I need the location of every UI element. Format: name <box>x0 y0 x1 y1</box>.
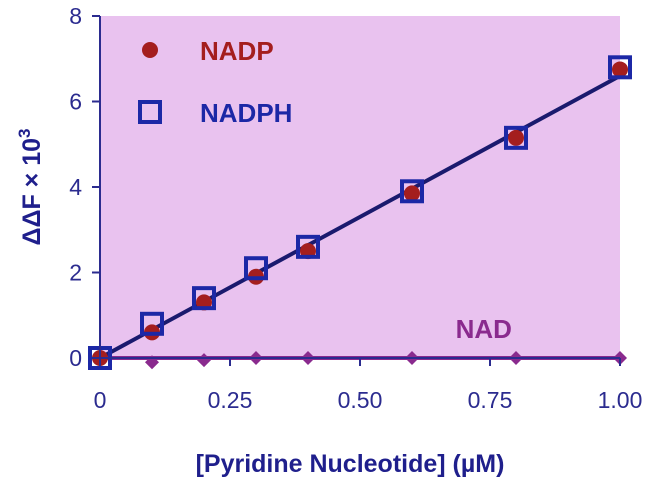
y-axis-title: ΔΔF × 103 <box>15 129 46 246</box>
y-tick-label: 0 <box>69 345 82 371</box>
x-tick-label: 0.25 <box>208 387 253 413</box>
data-point-nadph <box>608 55 632 80</box>
x-tick-label: 1.00 <box>598 387 643 413</box>
y-tick-label: 6 <box>69 89 82 115</box>
data-point-nadp <box>404 185 420 202</box>
y-tick-label: 4 <box>69 174 82 200</box>
y-tick-label: 8 <box>69 3 82 29</box>
y-axis-title-main: ΔΔF × 10 <box>18 138 46 246</box>
data-point-nadph <box>504 125 528 150</box>
fit-line <box>99 74 621 360</box>
x-tick-label: 0 <box>94 387 107 413</box>
annotation-nad: NAD <box>456 314 512 344</box>
legend-label-nadp: NADP <box>200 36 274 66</box>
data-point-nadph <box>192 286 216 311</box>
axes <box>92 15 621 366</box>
y-axis-title-exponent: 3 <box>15 129 34 138</box>
x-tick-labels: 0 0.25 0.50 0.75 1.00 <box>94 387 643 413</box>
legend-marker-nadp <box>142 42 158 58</box>
data-point-nad <box>197 353 211 368</box>
legend-label-nadph: NADPH <box>200 98 292 128</box>
legend-marker-nadph <box>138 100 162 124</box>
data-point-nadph <box>296 234 320 259</box>
x-axis-title: [Pyridine Nucleotide] (µM) <box>196 450 505 478</box>
legend: NADP NADPH <box>138 36 292 128</box>
y-tick-labels: 0 2 4 6 8 <box>69 3 82 371</box>
annotations: NAD <box>456 314 512 344</box>
x-tick-label: 0.50 <box>338 387 383 413</box>
data-point-nadph <box>400 179 424 204</box>
data-point-nadph <box>140 311 164 336</box>
y-tick-label: 2 <box>69 260 82 286</box>
x-tick-label: 0.75 <box>468 387 513 413</box>
data-point-nadp <box>612 61 628 78</box>
data-point-nadph <box>244 256 268 281</box>
data-point-nadp <box>508 129 524 146</box>
plot-background <box>100 16 620 358</box>
